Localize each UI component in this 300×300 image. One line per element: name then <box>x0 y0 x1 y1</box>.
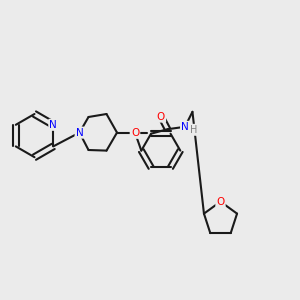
Text: H: H <box>190 125 197 135</box>
Text: O: O <box>131 128 139 138</box>
Text: O: O <box>216 196 225 207</box>
Text: O: O <box>131 128 139 138</box>
Text: N: N <box>49 120 57 130</box>
Text: O: O <box>157 112 165 122</box>
Text: N: N <box>181 122 189 132</box>
Text: N: N <box>76 128 83 138</box>
